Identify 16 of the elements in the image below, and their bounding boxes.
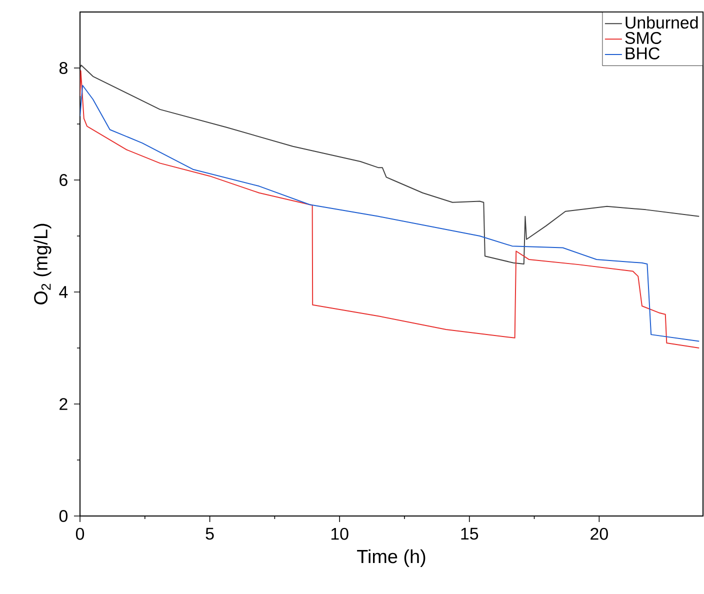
y-tick-label: 8 <box>59 62 68 74</box>
legend-label: SMC <box>625 32 662 44</box>
y-axis-title: O$_{2}$ (mg/L) <box>34 224 52 304</box>
y-tick-label: 4 <box>59 286 68 298</box>
y-tick-label: 2 <box>60 398 68 410</box>
x-tick-label: 0 <box>76 528 84 540</box>
line-series <box>80 64 700 265</box>
x-tick-label: 5 <box>206 528 214 540</box>
x-tick-label: 10 <box>331 528 348 540</box>
x-axis-title: Time (h) <box>357 549 426 567</box>
y-tick-label: 6 <box>60 174 68 186</box>
x-tick-label: 20 <box>590 528 608 540</box>
x-tick-label: 15 <box>461 528 478 540</box>
legend-label: BHC <box>626 47 660 60</box>
legend-label: Unburned <box>626 16 698 29</box>
y-tick-label: 0 <box>59 510 68 522</box>
